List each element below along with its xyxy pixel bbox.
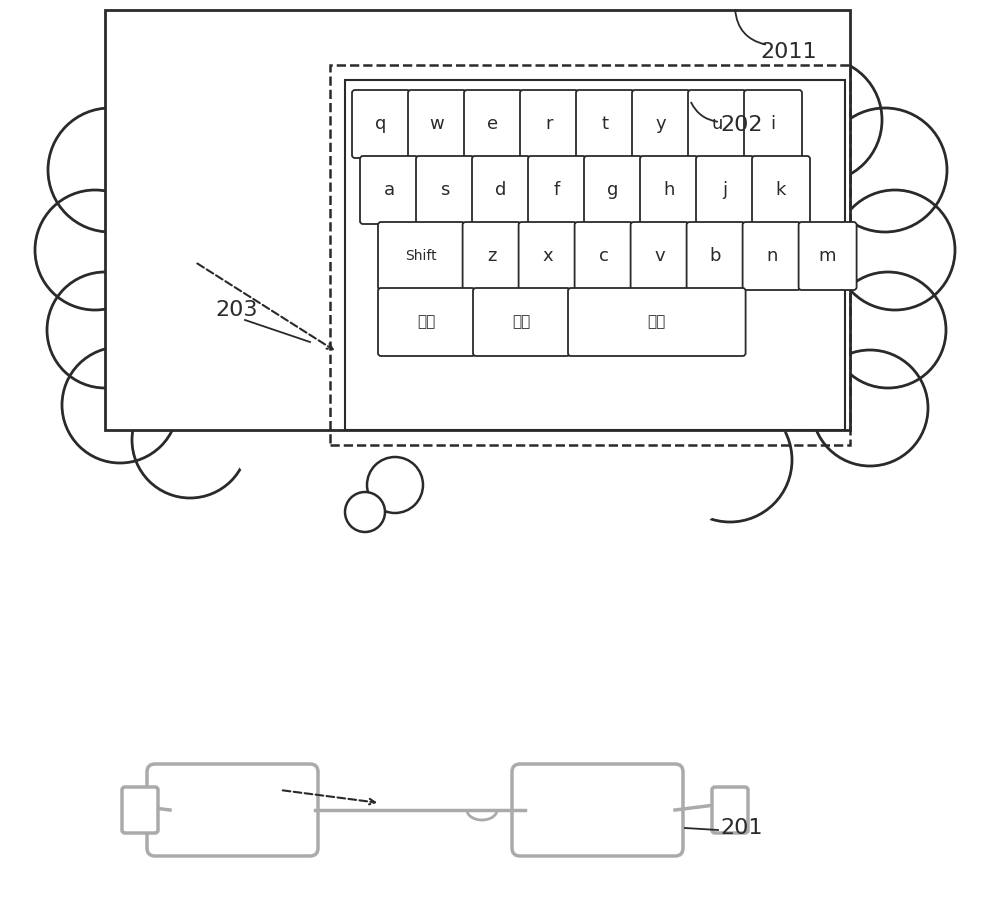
Text: s: s xyxy=(440,181,450,199)
FancyBboxPatch shape xyxy=(575,222,633,290)
Circle shape xyxy=(835,190,955,310)
Bar xyxy=(105,10,850,430)
FancyBboxPatch shape xyxy=(472,156,530,224)
FancyBboxPatch shape xyxy=(352,90,410,158)
Text: r: r xyxy=(545,115,553,133)
Text: b: b xyxy=(710,247,721,265)
Circle shape xyxy=(230,25,360,155)
FancyBboxPatch shape xyxy=(640,156,698,224)
FancyBboxPatch shape xyxy=(473,288,570,356)
Circle shape xyxy=(160,0,840,605)
FancyBboxPatch shape xyxy=(360,156,418,224)
Circle shape xyxy=(812,350,928,466)
FancyBboxPatch shape xyxy=(378,222,465,290)
Text: k: k xyxy=(776,181,786,199)
FancyBboxPatch shape xyxy=(568,288,746,356)
FancyBboxPatch shape xyxy=(752,156,810,224)
Text: 201: 201 xyxy=(720,818,763,838)
FancyBboxPatch shape xyxy=(528,156,586,224)
Text: w: w xyxy=(430,115,444,133)
FancyBboxPatch shape xyxy=(743,222,801,290)
FancyBboxPatch shape xyxy=(122,787,158,833)
Text: t: t xyxy=(602,115,608,133)
Text: 203: 203 xyxy=(215,300,258,320)
Text: n: n xyxy=(766,247,777,265)
Circle shape xyxy=(48,108,172,232)
Text: c: c xyxy=(599,247,609,265)
FancyBboxPatch shape xyxy=(687,222,745,290)
Text: 符号: 符号 xyxy=(512,314,531,329)
Text: i: i xyxy=(770,115,776,133)
FancyBboxPatch shape xyxy=(519,222,577,290)
Text: f: f xyxy=(554,181,560,199)
FancyBboxPatch shape xyxy=(464,90,522,158)
Text: 202: 202 xyxy=(720,115,763,135)
Text: j: j xyxy=(722,181,728,199)
Text: h: h xyxy=(663,181,675,199)
FancyBboxPatch shape xyxy=(416,156,474,224)
Text: z: z xyxy=(487,247,496,265)
Circle shape xyxy=(540,410,660,530)
Text: Shift: Shift xyxy=(405,249,437,263)
FancyBboxPatch shape xyxy=(688,90,746,158)
FancyBboxPatch shape xyxy=(696,156,754,224)
Circle shape xyxy=(367,457,423,513)
Circle shape xyxy=(830,272,946,388)
Ellipse shape xyxy=(150,280,850,480)
FancyBboxPatch shape xyxy=(631,222,689,290)
FancyBboxPatch shape xyxy=(584,156,642,224)
Circle shape xyxy=(823,108,947,232)
Text: g: g xyxy=(607,181,619,199)
Circle shape xyxy=(47,272,163,388)
Text: y: y xyxy=(656,115,666,133)
Text: u: u xyxy=(711,115,723,133)
Text: a: a xyxy=(383,181,395,199)
FancyBboxPatch shape xyxy=(512,764,683,856)
FancyBboxPatch shape xyxy=(799,222,857,290)
FancyBboxPatch shape xyxy=(408,90,466,158)
Circle shape xyxy=(132,382,248,498)
Text: m: m xyxy=(819,247,836,265)
Circle shape xyxy=(127,52,263,188)
Circle shape xyxy=(668,398,792,522)
Circle shape xyxy=(552,7,688,143)
FancyBboxPatch shape xyxy=(147,764,318,856)
Text: q: q xyxy=(375,115,387,133)
FancyBboxPatch shape xyxy=(378,288,475,356)
Circle shape xyxy=(438,0,582,127)
Text: 空格: 空格 xyxy=(648,314,666,329)
Text: d: d xyxy=(495,181,507,199)
Circle shape xyxy=(170,0,830,595)
Circle shape xyxy=(62,347,178,463)
Circle shape xyxy=(35,190,155,310)
Bar xyxy=(330,65,850,445)
Circle shape xyxy=(325,0,475,140)
Text: x: x xyxy=(542,247,553,265)
FancyBboxPatch shape xyxy=(712,787,748,833)
Text: e: e xyxy=(487,115,499,133)
FancyBboxPatch shape xyxy=(576,90,634,158)
Text: 2011: 2011 xyxy=(760,42,817,62)
Circle shape xyxy=(398,403,522,527)
Circle shape xyxy=(345,492,385,532)
Circle shape xyxy=(260,395,380,515)
Text: 数字: 数字 xyxy=(417,314,436,329)
Text: v: v xyxy=(654,247,665,265)
Circle shape xyxy=(655,35,785,165)
FancyBboxPatch shape xyxy=(744,90,802,158)
Bar xyxy=(345,80,845,430)
Ellipse shape xyxy=(160,290,840,470)
FancyBboxPatch shape xyxy=(463,222,521,290)
Circle shape xyxy=(758,58,882,182)
FancyBboxPatch shape xyxy=(632,90,690,158)
FancyBboxPatch shape xyxy=(520,90,578,158)
